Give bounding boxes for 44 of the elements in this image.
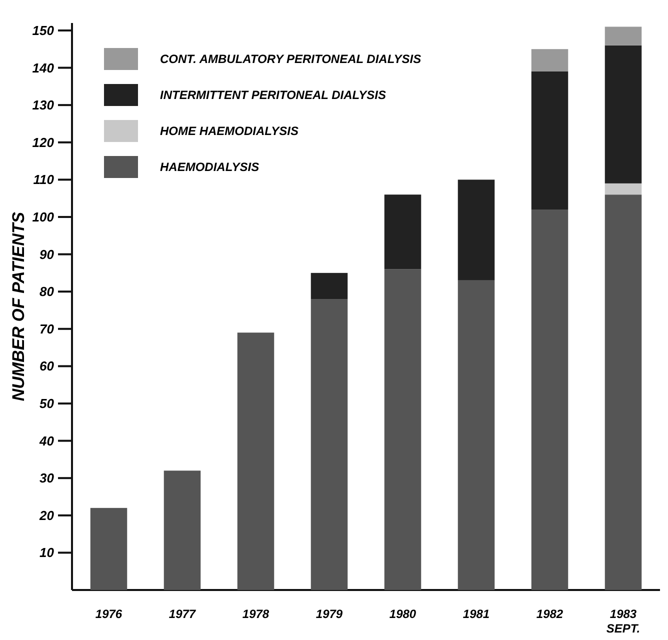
- bar: [531, 71, 568, 210]
- legend-label: HOME HAEMODIALYSIS: [160, 124, 298, 138]
- y-tick-label: 50: [40, 396, 55, 412]
- y-tick-label: 100: [32, 210, 55, 225]
- y-tick-label: 90: [40, 246, 55, 262]
- y-tick-label: 110: [33, 172, 55, 188]
- x-tick-label: 1981: [462, 607, 490, 621]
- bar: [531, 49, 568, 72]
- bar: [604, 45, 642, 184]
- y-tick-label: 70: [40, 321, 55, 336]
- bar: [531, 210, 568, 590]
- bar: [604, 26, 642, 46]
- bar: [604, 183, 642, 195]
- y-tick-label: 130: [32, 98, 55, 113]
- legend-label: CONT. AMBULATORY PERITONEAL DIALYSIS: [160, 52, 422, 66]
- y-axis-title: NUMBER OF PATIENTS: [9, 211, 28, 402]
- bar: [458, 280, 495, 590]
- bar: [604, 194, 642, 590]
- bar: [310, 299, 348, 590]
- legend-label: HAEMODIALYSIS: [160, 160, 260, 174]
- x-tick-label: 1976: [95, 607, 122, 621]
- y-tick-label: 80: [40, 284, 55, 300]
- y-tick-label: 150: [32, 23, 55, 38]
- y-tick-label: 20: [38, 508, 55, 523]
- bar: [237, 332, 274, 590]
- x-tick-label: 1983 SEPT.: [606, 607, 640, 636]
- y-tick-label: 40: [38, 433, 55, 448]
- bar: [310, 272, 348, 300]
- bar: [458, 180, 495, 280]
- x-tick-label: 1979: [316, 607, 343, 621]
- bar: [164, 470, 201, 590]
- x-tick-label: 1978: [242, 607, 270, 621]
- y-tick-label: 10: [40, 545, 55, 560]
- y-tick-label: 120: [32, 134, 55, 150]
- legend-label: INTERMITTENT PERITONEAL DIALYSIS: [160, 88, 386, 102]
- x-tick-label: 1977: [168, 607, 197, 621]
- bar: [384, 194, 422, 270]
- bar: [384, 269, 422, 590]
- y-tick-label: 140: [32, 60, 55, 76]
- x-tick-label: 1982: [536, 607, 564, 621]
- y-tick-label: 30: [40, 470, 55, 486]
- y-tick-label: 60: [40, 358, 55, 374]
- bar: [90, 508, 128, 590]
- x-tick-label: 1980: [389, 607, 416, 621]
